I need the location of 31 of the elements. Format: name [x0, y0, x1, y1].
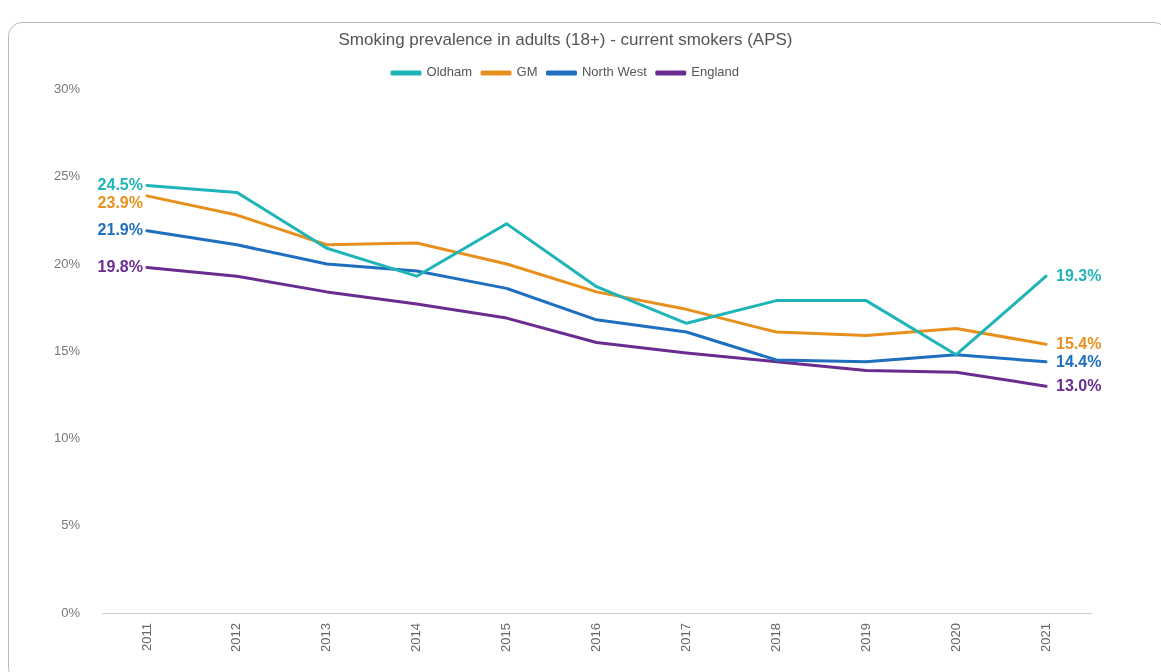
legend-label: Oldham — [426, 64, 473, 80]
data-label: 13.0% — [1056, 376, 1102, 394]
x-tick-label: 2012 — [228, 623, 244, 652]
x-tick-label: 2011 — [138, 623, 154, 652]
x-tick-label: 2013 — [318, 623, 334, 652]
x-tick-label: 2014 — [408, 623, 424, 652]
data-label: 24.5% — [97, 175, 143, 193]
x-tick-label: 2019 — [857, 623, 873, 652]
y-tick-label: 0% — [61, 604, 81, 620]
data-label: 15.4% — [1056, 334, 1102, 352]
x-tick-label: 2021 — [1037, 623, 1053, 652]
y-tick-label: 25% — [53, 168, 81, 184]
y-tick-label: 5% — [61, 517, 81, 533]
data-label: 23.9% — [97, 193, 143, 211]
x-tick-label: 2016 — [588, 623, 604, 652]
x-tick-label: 2017 — [677, 623, 693, 652]
legend-label: GM — [516, 64, 538, 80]
y-tick-label: 10% — [53, 430, 81, 446]
legend-label: England — [691, 64, 739, 80]
data-label: 19.3% — [1056, 266, 1102, 284]
chart-title: Smoking prevalence in adults (18+) - current smokers (APS) — [338, 29, 793, 49]
y-tick-label: 30% — [53, 80, 81, 96]
data-label: 19.8% — [97, 257, 143, 275]
data-label: 21.9% — [97, 221, 143, 239]
x-tick-label: 2020 — [947, 623, 963, 652]
y-tick-label: 20% — [53, 255, 81, 271]
x-tick-label: 2018 — [767, 623, 783, 652]
legend-label: North West — [581, 64, 648, 80]
x-tick-label: 2015 — [498, 623, 514, 652]
data-label: 14.4% — [1056, 352, 1102, 370]
y-tick-label: 15% — [53, 342, 81, 358]
